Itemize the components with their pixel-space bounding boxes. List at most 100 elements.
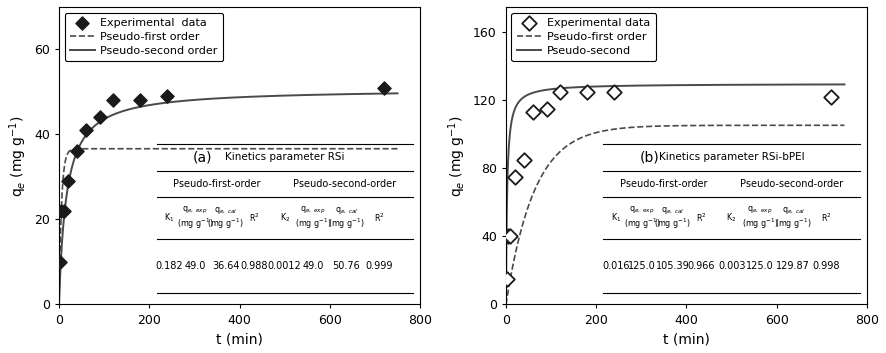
Experimental data	[500, 276, 514, 282]
Pseudo-first order	[839, 123, 850, 127]
Experimental  data	[92, 115, 106, 120]
Text: 0.966: 0.966	[688, 261, 715, 271]
Text: q$_{e,\ cal}$
(mg g$^{-1}$): q$_{e,\ cal}$ (mg g$^{-1}$)	[328, 205, 364, 231]
Text: 0.016: 0.016	[602, 261, 630, 271]
Pseudo-first order	[146, 146, 157, 151]
Pseudo-second	[833, 82, 843, 86]
Text: 50.76: 50.76	[332, 261, 360, 271]
Pseudo-first order	[385, 146, 396, 151]
Pseudo-second order	[183, 98, 194, 102]
Experimental  data	[61, 178, 75, 184]
Pseudo-second	[540, 88, 550, 92]
Line: Pseudo-first order: Pseudo-first order	[59, 149, 398, 304]
Pseudo-second	[631, 84, 641, 88]
Experimental data	[526, 109, 540, 115]
Experimental data	[553, 89, 567, 95]
Text: (a): (a)	[193, 150, 213, 164]
Pseudo-first order	[631, 125, 641, 129]
Pseudo-second	[559, 86, 570, 90]
Experimental data	[607, 89, 621, 95]
Text: 0.003: 0.003	[718, 261, 745, 271]
Pseudo-first order	[392, 146, 403, 151]
Experimental data	[517, 157, 531, 163]
Text: q$_{e,\ exp}$
(mg g$^{-1}$): q$_{e,\ exp}$ (mg g$^{-1}$)	[176, 205, 214, 232]
Text: 49.0: 49.0	[302, 261, 323, 271]
Text: (b): (b)	[640, 150, 659, 164]
Pseudo-first order	[833, 123, 843, 127]
Y-axis label: q$_e$ (mg g$^{-1}$): q$_e$ (mg g$^{-1}$)	[446, 115, 468, 197]
Experimental  data	[133, 98, 147, 103]
Pseudo-first order	[501, 303, 511, 307]
Text: 125.0: 125.0	[628, 261, 656, 271]
Line: Pseudo-second: Pseudo-second	[506, 84, 844, 304]
Experimental data	[540, 106, 554, 112]
Text: q$_{e,\ exp}$
(mg g$^{-1}$): q$_{e,\ exp}$ (mg g$^{-1}$)	[742, 205, 778, 232]
Text: 36.64: 36.64	[212, 261, 239, 271]
Text: Kinetics parameter RSi: Kinetics parameter RSi	[225, 152, 345, 162]
Text: 0.999: 0.999	[366, 261, 393, 271]
Pseudo-first order	[54, 302, 65, 306]
Pseudo-first order	[796, 123, 806, 127]
Text: R$^2$: R$^2$	[821, 212, 832, 225]
Pseudo-first order	[645, 124, 656, 128]
Text: 125.0: 125.0	[746, 261, 773, 271]
Pseudo-second	[839, 82, 850, 86]
Text: 0.0012: 0.0012	[268, 261, 301, 271]
Experimental  data	[79, 127, 93, 133]
Pseudo-second	[796, 82, 806, 86]
Experimental  data	[160, 94, 175, 99]
Text: K$_2$: K$_2$	[279, 212, 290, 225]
Pseudo-first order	[349, 146, 360, 151]
Text: q$_{e,\ exp}$
(mg g$^{-1}$): q$_{e,\ exp}$ (mg g$^{-1}$)	[295, 205, 331, 232]
Text: Pseudo-second-order: Pseudo-second-order	[741, 179, 843, 189]
Legend: Experimental data, Pseudo-first order, Pseudo-second: Experimental data, Pseudo-first order, P…	[511, 12, 656, 61]
X-axis label: t (min): t (min)	[216, 332, 263, 346]
Text: R$^2$: R$^2$	[249, 212, 260, 225]
Experimental  data	[70, 149, 84, 154]
Pseudo-second	[645, 83, 656, 88]
Experimental data	[580, 89, 595, 95]
Text: q$_{e,\ exp}$
(mg g$^{-1}$): q$_{e,\ exp}$ (mg g$^{-1}$)	[624, 205, 660, 232]
Line: Pseudo-first order: Pseudo-first order	[506, 125, 844, 305]
Pseudo-first order	[113, 146, 123, 151]
Experimental data	[503, 234, 517, 239]
Text: 0.182: 0.182	[156, 261, 183, 271]
Text: K$_2$: K$_2$	[727, 212, 737, 225]
Pseudo-second order	[385, 91, 396, 96]
Text: Pseudo-first-order: Pseudo-first-order	[173, 179, 260, 189]
Text: 105.39: 105.39	[656, 261, 689, 271]
Text: R$^2$: R$^2$	[374, 212, 385, 225]
Text: K$_1$: K$_1$	[611, 212, 621, 225]
Pseudo-first order	[183, 146, 194, 151]
Text: Kinetics parameter RSi-bPEI: Kinetics parameter RSi-bPEI	[659, 152, 804, 162]
Pseudo-second order	[349, 92, 360, 96]
Pseudo-second	[501, 302, 511, 306]
Text: Pseudo-second-order: Pseudo-second-order	[293, 179, 397, 189]
Text: q$_{e,\ cal}$
(mg g$^{-1}$): q$_{e,\ cal}$ (mg g$^{-1}$)	[775, 205, 812, 231]
Text: q$_{e,\ cal}$
(mg g$^{-1}$): q$_{e,\ cal}$ (mg g$^{-1}$)	[207, 205, 244, 231]
Pseudo-second order	[392, 91, 403, 95]
Text: R$^2$: R$^2$	[696, 212, 706, 225]
Experimental data	[824, 94, 838, 100]
Line: Pseudo-second order: Pseudo-second order	[59, 93, 398, 304]
Text: q$_{e,\ cal}$
(mg g$^{-1}$): q$_{e,\ cal}$ (mg g$^{-1}$)	[655, 205, 691, 231]
Text: 129.87: 129.87	[776, 261, 810, 271]
Pseudo-second order	[92, 121, 103, 126]
Experimental  data	[377, 85, 391, 90]
Pseudo-first order	[198, 146, 209, 151]
X-axis label: t (min): t (min)	[663, 332, 710, 346]
Text: Pseudo-first-order: Pseudo-first-order	[620, 179, 707, 189]
Experimental  data	[57, 208, 71, 214]
Experimental data	[508, 174, 522, 180]
Text: 49.0: 49.0	[184, 261, 206, 271]
Pseudo-second order	[198, 97, 209, 101]
Pseudo-first order	[540, 169, 550, 173]
Pseudo-first order	[559, 145, 570, 150]
Experimental  data	[53, 259, 67, 265]
Experimental  data	[54, 208, 68, 214]
Y-axis label: q$_e$ (mg g$^{-1}$): q$_e$ (mg g$^{-1}$)	[7, 115, 28, 197]
Pseudo-first order	[92, 146, 103, 151]
Legend: Experimental  data, Pseudo-first order, Pseudo-second order: Experimental data, Pseudo-first order, P…	[65, 12, 223, 61]
Pseudo-second order	[54, 302, 65, 306]
Experimental data	[501, 234, 516, 239]
